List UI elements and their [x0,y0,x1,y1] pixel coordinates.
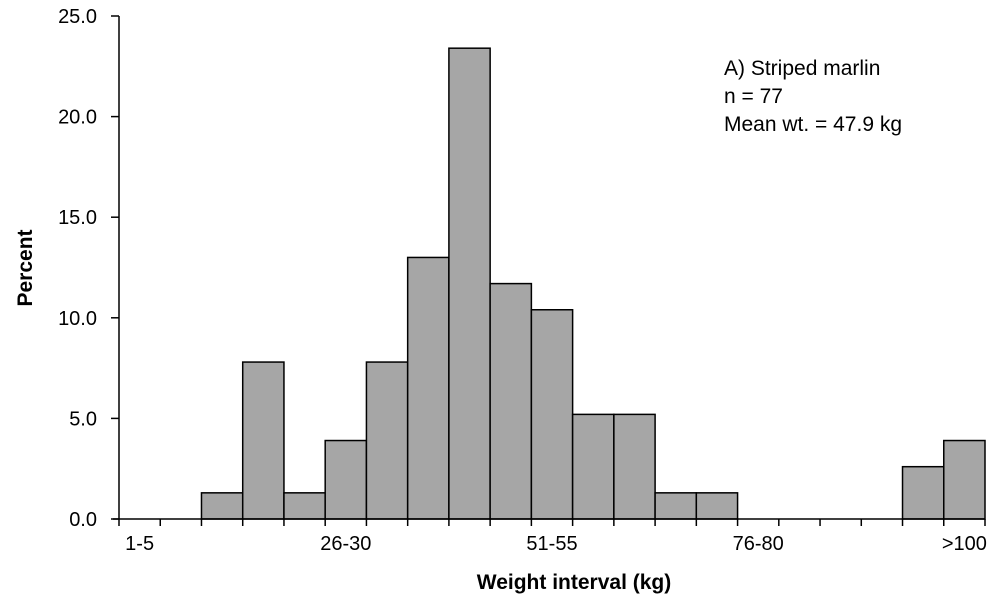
y-tick-labels: 0.0 5.0 10.0 15.0 20.0 25.0 [58,6,97,531]
bar-61-65 [613,413,656,520]
bar->100 [943,439,986,520]
y-tick-label: 0.0 [69,509,97,531]
annotation-line-3: Mean wt. = 47.9 kg [724,113,902,136]
bar-96-100 [901,465,945,520]
bar-56-60 [571,413,615,520]
bar-36-40 [406,256,450,520]
bar-41-45 [448,47,491,520]
bar-46-50 [489,282,533,520]
y-tick-label: 15.0 [58,207,97,229]
bar-26-30 [324,439,368,520]
x-tick-label: 26-30 [320,533,371,555]
bar-11-15 [200,492,244,520]
x-axis-title: Weight interval (kg) [477,571,671,594]
bar-16-20 [241,361,285,520]
bar-66-70 [654,492,698,520]
y-axis-title: Percent [14,229,37,306]
y-tick-label: 20.0 [58,107,97,129]
axes-group [111,15,986,526]
annotation-line-1: A) Striped marlin [724,57,880,80]
annotation-line-2: n = 77 [724,85,783,108]
bars-group [200,47,986,520]
bar-51-55 [530,309,574,520]
x-tick-label: >100 [942,533,987,555]
y-tick-label: 10.0 [58,308,97,330]
bar-21-25 [283,492,326,520]
x-tick-labels: 1-5 26-30 51-55 76-80 >100 [125,533,987,555]
y-tick-label: 25.0 [58,6,97,28]
bar-31-35 [365,361,409,520]
x-tick-label: 76-80 [733,533,784,555]
x-tick-label: 1-5 [125,533,154,555]
x-tick-label: 51-55 [526,533,577,555]
bar-71-75 [695,492,739,520]
y-tick-label: 5.0 [69,408,97,430]
